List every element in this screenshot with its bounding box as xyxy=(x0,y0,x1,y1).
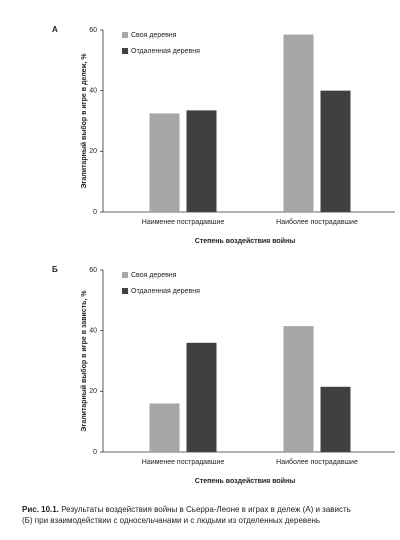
bar xyxy=(320,386,351,452)
x-axis-label: Степень воздействия войны xyxy=(195,477,295,485)
x-tick-label: Наименее пострадавшие xyxy=(142,459,225,466)
y-tick-label: 60 xyxy=(89,27,97,34)
legend-swatch xyxy=(122,32,128,38)
figure: А 0 20 40 60 Эгалитарный выбор в игре в дележ… xyxy=(52,25,395,485)
bar xyxy=(283,34,314,212)
y-tick-label: 40 xyxy=(89,88,97,95)
bar xyxy=(320,90,351,212)
bar xyxy=(186,110,217,212)
legend-label: Отдаленная деревня xyxy=(131,288,200,295)
bar xyxy=(283,326,314,452)
bar xyxy=(186,342,217,452)
y-axis-label: Эгалитарный выбор в игре в дележ, % xyxy=(80,53,88,189)
caption-text: Результаты воздействия войны в Сьерра-Ле… xyxy=(22,505,351,525)
x-tick-label: Наиболее пострадавшие xyxy=(276,458,358,466)
legend-swatch xyxy=(122,272,128,278)
y-tick-label: 20 xyxy=(89,148,97,155)
x-axis-label: Степень воздействия войны xyxy=(195,237,295,245)
x-tick-label: Наименее пострадавшие xyxy=(142,219,225,226)
y-tick-label: 0 xyxy=(93,209,97,216)
bar xyxy=(149,113,180,212)
x-tick-label: Наиболее пострадавшие xyxy=(276,218,358,226)
legend-label: Отдаленная деревня xyxy=(131,48,200,55)
bar xyxy=(149,403,180,452)
y-tick-label: 0 xyxy=(93,449,97,456)
panel-label: А xyxy=(52,25,58,34)
y-axis-label: Эгалитарный выбор в игре в зависть, % xyxy=(80,290,88,432)
y-tick-label: 40 xyxy=(89,328,97,335)
legend-swatch xyxy=(122,288,128,294)
y-tick-label: 60 xyxy=(89,267,97,274)
legend-label: Своя деревня xyxy=(131,272,177,279)
caption-label: Рис. 10.1. xyxy=(22,505,59,514)
legend-swatch xyxy=(122,48,128,54)
y-tick-label: 20 xyxy=(89,388,97,395)
legend-label: Своя деревня xyxy=(131,32,177,39)
panel-label: Б xyxy=(52,265,58,274)
caption: Рис. 10.1. Результаты воздействия войны … xyxy=(22,504,352,526)
